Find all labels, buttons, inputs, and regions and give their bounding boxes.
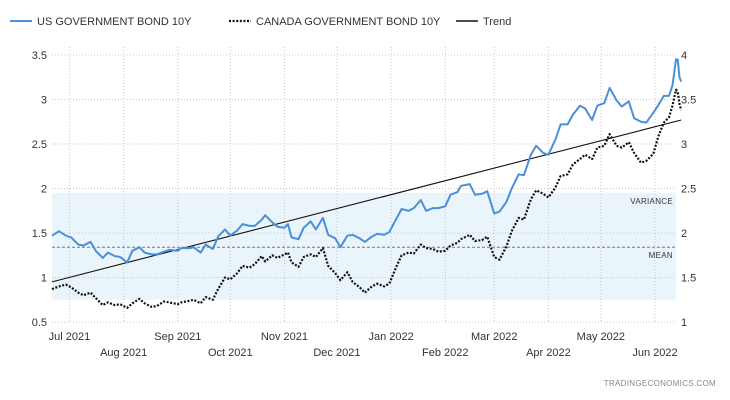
legend-label-0: US GOVERNMENT BOND 10Y — [37, 16, 192, 28]
x-tick-label: Oct 2021 — [208, 347, 253, 359]
y-left-tick-label: 0.5 — [32, 317, 47, 329]
y-left-tick-label: 3.5 — [32, 50, 47, 62]
y-axis-left: 0.5 1 1.5 2 2.5 3 3.5 — [32, 50, 47, 329]
grid-layer — [52, 47, 676, 323]
y-right-tick-label: 2 — [681, 228, 687, 240]
y-right-tick-label: 4 — [681, 50, 687, 62]
x-tick-label: May 2022 — [577, 331, 625, 343]
source-label: TRADINGECONOMICS.COM — [604, 379, 716, 388]
y-left-tick-label: 1.5 — [32, 228, 47, 240]
legend-label-2: Trend — [483, 16, 511, 28]
x-axis: Jul 2021 Aug 2021 Sep 2021 Oct 2021 Nov 2021… — [49, 331, 678, 359]
legend: US GOVERNMENT BOND 10Y CANADA GOVERNMENT … — [10, 16, 511, 28]
y-right-tick-label: 3.5 — [681, 95, 696, 107]
mean-layer: MEAN — [52, 246, 676, 260]
x-tick-label: Jan 2022 — [368, 331, 413, 343]
y-left-tick-label: 2.5 — [32, 139, 47, 151]
y-left-tick-label: 3 — [41, 95, 47, 107]
x-tick-label: Apr 2022 — [526, 347, 571, 359]
series-line-1 — [51, 88, 683, 309]
x-tick-label: Jun 2022 — [632, 347, 677, 359]
x-tick-label: Jul 2021 — [49, 331, 91, 343]
variance-band — [52, 192, 676, 300]
y-left-tick-label: 2 — [41, 184, 47, 196]
variance-label: VARIANCE — [630, 197, 673, 206]
y-right-tick-label: 1 — [681, 317, 687, 329]
y-right-tick-label: 3 — [681, 139, 687, 151]
y-right-tick-label: 1.5 — [681, 273, 696, 285]
x-tick-label: Mar 2022 — [471, 331, 517, 343]
x-tick-label: Sep 2021 — [154, 331, 201, 343]
x-tick-label: Dec 2021 — [313, 347, 360, 359]
x-tick-label: Feb 2022 — [422, 347, 468, 359]
series-line-0 — [51, 58, 683, 264]
variance-band-layer: VARIANCE — [52, 192, 676, 300]
y-axis-right: 1 1.5 2 2.5 3 3.5 4 — [681, 50, 696, 329]
mean-label: MEAN — [649, 251, 673, 260]
y-right-tick-label: 2.5 — [681, 184, 696, 196]
y-left-tick-label: 1 — [41, 273, 47, 285]
legend-label-1: CANADA GOVERNMENT BOND 10Y — [256, 16, 441, 28]
series-layer — [51, 58, 683, 309]
x-tick-label: Aug 2021 — [100, 347, 147, 359]
x-tick-label: Nov 2021 — [261, 331, 308, 343]
